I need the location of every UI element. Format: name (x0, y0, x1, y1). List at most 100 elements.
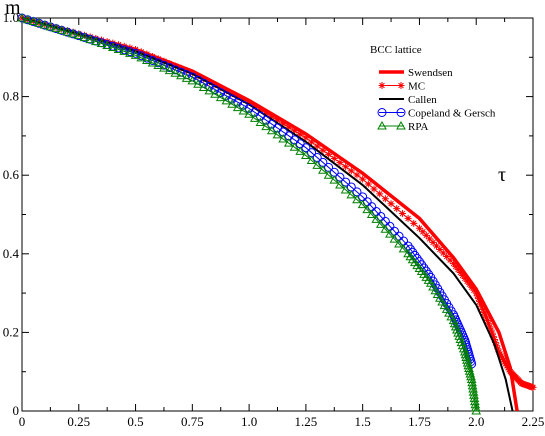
mc-point (262, 109, 270, 117)
rpa-point (90, 36, 101, 46)
rpa-point (323, 170, 334, 179)
rpa-point (471, 405, 482, 415)
mc-point (415, 224, 423, 232)
rpa-point (215, 92, 226, 102)
mc-point (422, 231, 430, 239)
legend-copeland-gersch-point (377, 108, 387, 117)
mc-point (494, 345, 502, 353)
x-tick-label: 1.75 (408, 414, 431, 429)
mc-point (484, 317, 492, 325)
mc-point (393, 205, 401, 213)
mc-point (446, 256, 454, 264)
mc-point (291, 127, 299, 135)
mc-point (496, 350, 504, 358)
rpa-point (56, 25, 67, 34)
y-tick-label: 0.4 (3, 246, 20, 261)
rpa-point (28, 16, 39, 26)
x-tick-label: 0.5 (127, 414, 143, 429)
legend-rpa-point (396, 120, 406, 130)
rpa-point (470, 402, 481, 412)
mc-point (495, 348, 503, 356)
mc-point (376, 190, 384, 198)
rpa-point (39, 20, 50, 29)
rpa-point (454, 331, 465, 340)
x-tick-label: 1.0 (241, 414, 257, 429)
mc-point (456, 268, 464, 276)
rpa-point (449, 318, 460, 328)
mc-point (503, 362, 511, 370)
mc-point (505, 366, 513, 374)
mc-point (426, 235, 434, 243)
mc-point (436, 245, 444, 253)
mc-point (482, 314, 490, 322)
rpa-point (176, 70, 186, 80)
rpa-point (456, 337, 467, 347)
rpa-point (346, 189, 357, 199)
legend-rpa-point (377, 120, 387, 130)
rpa-point (187, 75, 198, 85)
mc-point (481, 311, 489, 319)
mc-point (268, 113, 276, 121)
copeland-gersch-point (142, 53, 152, 63)
rpa-point (130, 50, 141, 59)
rpa-point (329, 175, 340, 184)
mc-point (485, 320, 493, 328)
legend-label-mc: MC (408, 81, 425, 93)
mc-point (347, 167, 355, 175)
mc-point (473, 292, 481, 300)
mc-point (489, 332, 497, 340)
mc-point (234, 93, 242, 101)
mc-point (472, 289, 480, 297)
mc-point (450, 260, 458, 268)
x-tick-label: 1.5 (355, 414, 371, 429)
mc-point (429, 238, 437, 246)
rpa-point (136, 52, 147, 62)
axis-ticks: 0 0.25 0.5 0.75 1.0 1.25 1.5 1.75 2.0 2.25 0 0.2 0.4… (3, 10, 545, 429)
rpa-point (362, 204, 373, 214)
rpa-point (357, 199, 368, 209)
rpa-point (458, 343, 469, 353)
mc-point (487, 326, 495, 334)
legend-label-callen: Callen (408, 94, 437, 106)
mc-point (499, 356, 507, 364)
rpa-point (159, 63, 169, 72)
mc-point (502, 360, 510, 368)
mc-point (211, 81, 219, 89)
mc-point (302, 134, 310, 142)
rpa-point (450, 321, 461, 331)
legend-label-copeland-gersch: Copeland & Gersch (408, 108, 496, 120)
series-rpa (17, 12, 482, 415)
x-tick-label: 0.75 (181, 414, 204, 429)
x-tick-label: 2.0 (468, 414, 484, 429)
mc-point (461, 274, 469, 282)
mc-point (387, 200, 395, 208)
mc-point (459, 271, 467, 279)
rpa-point (448, 315, 459, 325)
mc-point (452, 263, 460, 271)
mc-point (279, 120, 287, 128)
rpa-point (318, 165, 328, 174)
rpa-point (227, 99, 237, 108)
rpa-point (457, 340, 468, 350)
rpa-point (68, 28, 78, 38)
mc-point (217, 84, 225, 92)
rpa-point (453, 328, 463, 337)
copeland-gersch-point (238, 100, 248, 110)
mc-point (488, 329, 496, 337)
mc-point (504, 364, 512, 372)
rpa-point (119, 46, 130, 55)
rpa-point (34, 18, 44, 27)
rpa-point (249, 113, 260, 122)
mc-point (359, 175, 367, 183)
rpa-point (238, 105, 249, 115)
mc-point (501, 358, 509, 366)
rpa-point (193, 79, 203, 88)
rpa-point (452, 325, 462, 334)
mc-point (463, 277, 471, 285)
rpa-point (107, 42, 118, 51)
rpa-point (45, 21, 56, 31)
plot-frame (21, 17, 534, 412)
mc-point (410, 219, 418, 227)
rpa-point (385, 229, 395, 238)
